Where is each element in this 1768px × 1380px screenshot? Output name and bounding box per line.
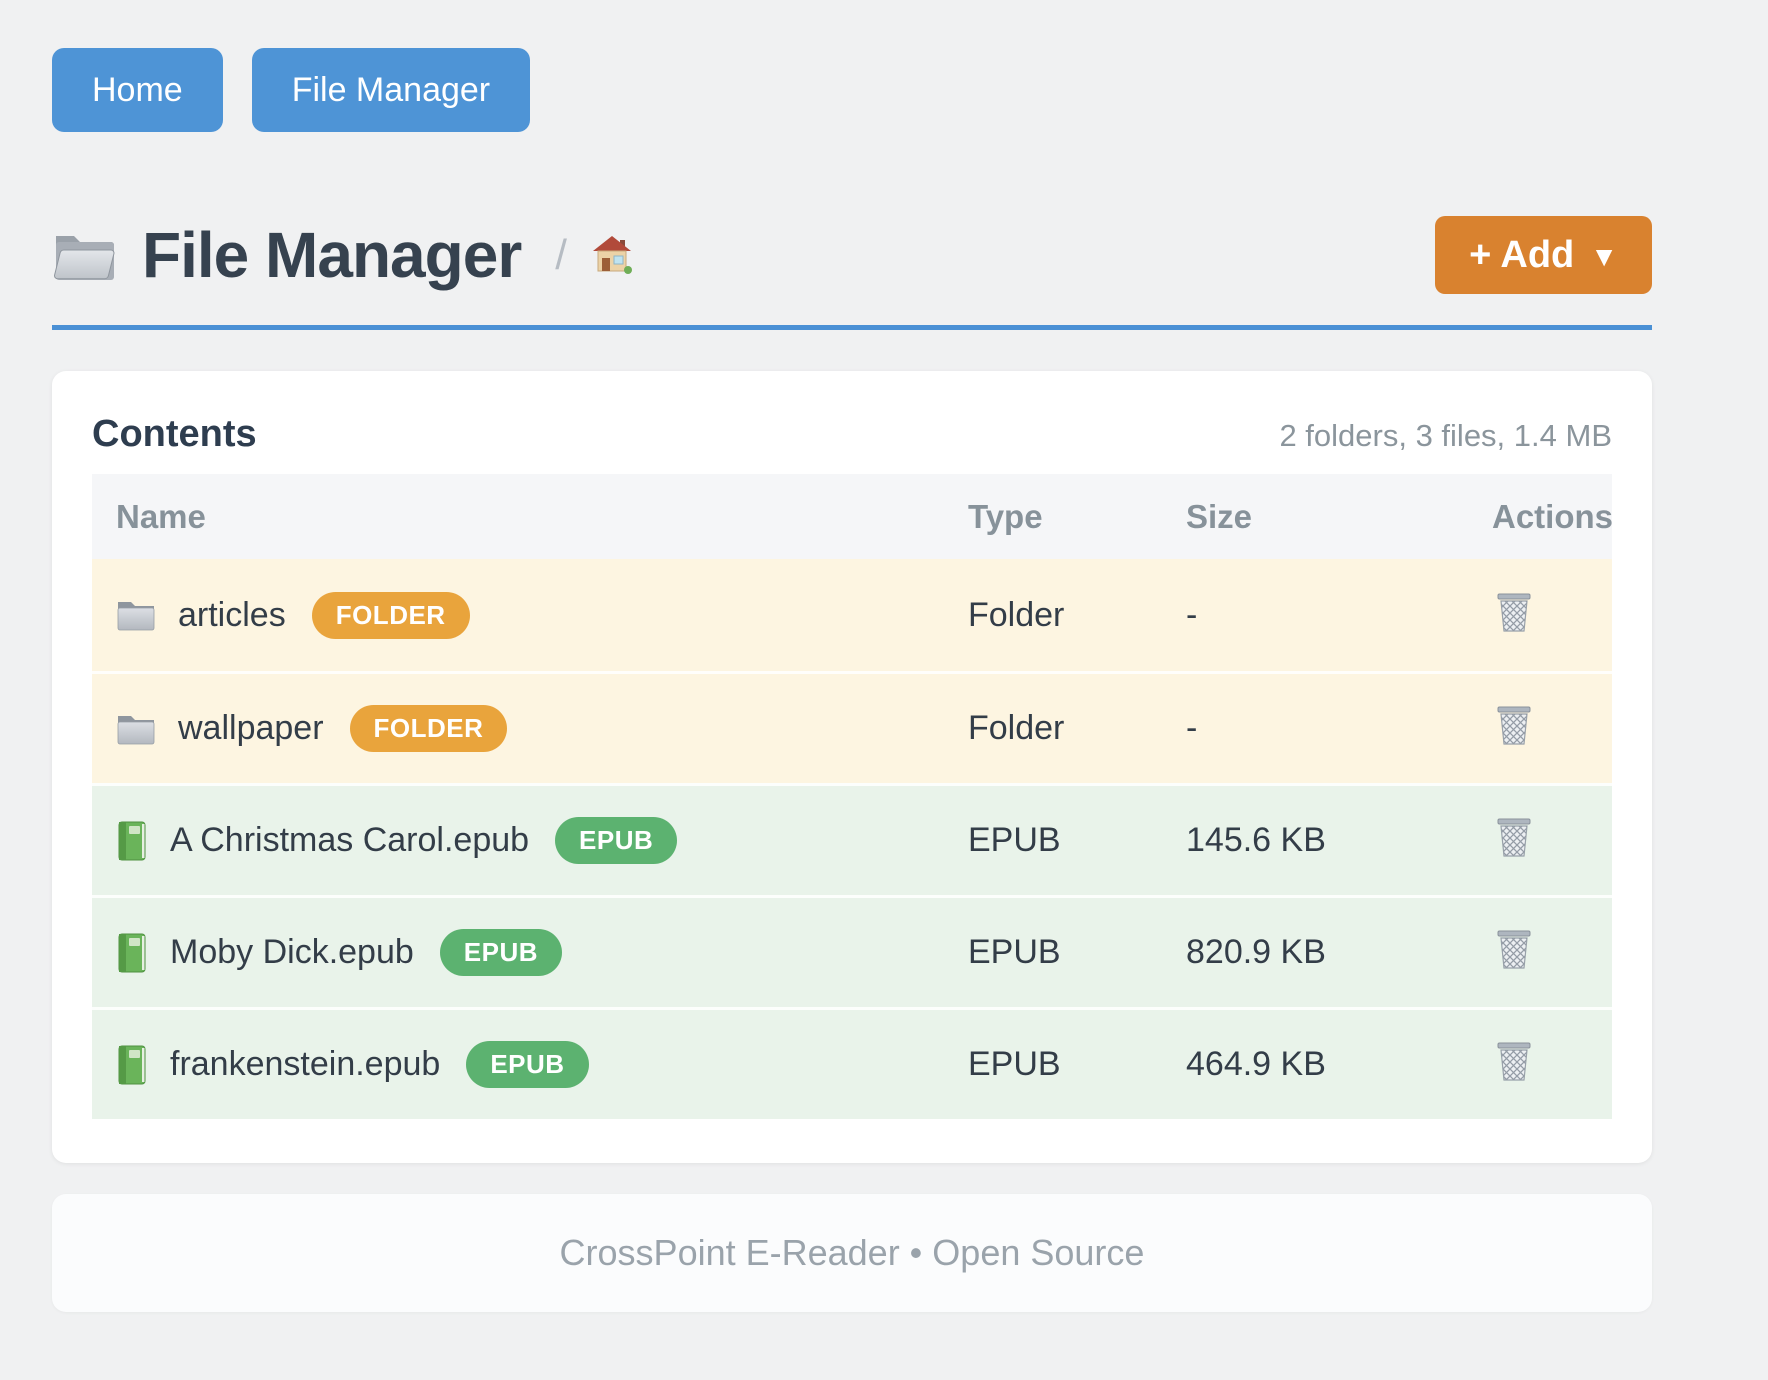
file-table: Name Type Size Actions articl (92, 474, 1614, 1119)
column-header-name: Name (116, 497, 206, 535)
file-name: Moby Dick.epub (170, 933, 414, 971)
file-type: EPUB (968, 1045, 1061, 1083)
table-row[interactable]: wallpaper FOLDER Folder - (92, 671, 1612, 783)
file-manager-button[interactable]: File Manager (251, 48, 531, 132)
file-size: 464.9 KB (1186, 1045, 1326, 1083)
contents-card-header: Contents 2 folders, 3 files, 1.4 MB (92, 413, 1612, 456)
title-underline (52, 325, 1652, 330)
house-icon (591, 234, 633, 276)
breadcrumb-separator: / (555, 231, 567, 278)
book-icon (116, 933, 148, 973)
folder-icon (116, 712, 156, 746)
file-name: articles (178, 595, 286, 634)
book-icon (116, 821, 148, 861)
file-name: A Christmas Carol.epub (170, 821, 530, 859)
file-size: 820.9 KB (1186, 933, 1326, 971)
table-row[interactable]: frankenstein.epub EPUB EPUB 464.9 KB (92, 1007, 1612, 1119)
file-type: EPUB (968, 821, 1061, 859)
page: Home File Manager File Manager / (52, 0, 1652, 1312)
folder-badge: FOLDER (349, 705, 508, 752)
epub-badge: EPUB (466, 1041, 589, 1088)
home-button[interactable]: Home (52, 48, 223, 132)
breadcrumb-home-link[interactable] (591, 234, 633, 276)
column-header-actions: Actions (1492, 497, 1614, 535)
top-nav: Home File Manager (52, 48, 1652, 132)
file-name: wallpaper (178, 709, 324, 747)
column-header-size: Size (1186, 497, 1253, 535)
folder-badge: FOLDER (311, 591, 470, 639)
delete-button[interactable] (1492, 1037, 1536, 1087)
add-button[interactable]: + Add ▼ (1435, 216, 1652, 294)
contents-summary: 2 folders, 3 files, 1.4 MB (1279, 418, 1612, 453)
trash-icon (1496, 817, 1532, 859)
table-row[interactable]: A Christmas Carol.epub EPUB EPUB 145.6 K… (92, 783, 1612, 895)
open-folder-icon (52, 226, 118, 284)
footer: CrossPoint E-Reader • Open Source (52, 1194, 1652, 1312)
folder-icon (116, 598, 156, 632)
trash-icon (1496, 1041, 1532, 1083)
epub-badge: EPUB (439, 929, 563, 976)
file-type: Folder (968, 709, 1065, 747)
table-header-row: Name Type Size Actions (92, 474, 1614, 559)
trash-icon (1496, 592, 1532, 634)
file-size: 145.6 KB (1186, 821, 1326, 859)
book-icon (116, 1045, 148, 1085)
trash-icon (1496, 705, 1532, 747)
delete-button[interactable] (1492, 925, 1536, 975)
file-size: - (1186, 595, 1198, 634)
contents-title: Contents (92, 413, 257, 455)
epub-badge: EPUB (555, 817, 678, 864)
delete-button[interactable] (1492, 813, 1536, 863)
delete-button[interactable] (1492, 701, 1536, 751)
table-row[interactable]: articles FOLDER Folder - (92, 559, 1612, 671)
file-type: EPUB (968, 933, 1061, 971)
table-body: articles FOLDER Folder - (92, 559, 1612, 1119)
add-button-label: + Add (1469, 233, 1575, 276)
contents-card: Contents 2 folders, 3 files, 1.4 MB Name… (52, 371, 1652, 1163)
column-header-type: Type (968, 497, 1043, 535)
page-title-group: File Manager / (52, 218, 633, 292)
table-row[interactable]: Moby Dick.epub EPUB EPUB 820.9 KB (92, 895, 1612, 1007)
footer-text: CrossPoint E-Reader • Open Source (559, 1232, 1145, 1273)
file-type: Folder (968, 595, 1065, 634)
page-header: File Manager / + Add ▼ (52, 216, 1652, 294)
file-size: - (1186, 709, 1198, 747)
trash-icon (1496, 929, 1532, 971)
page-title: File Manager (142, 219, 522, 291)
file-name: frankenstein.epub (170, 1045, 441, 1083)
caret-down-icon: ▼ (1590, 241, 1618, 272)
delete-button[interactable] (1492, 588, 1536, 638)
